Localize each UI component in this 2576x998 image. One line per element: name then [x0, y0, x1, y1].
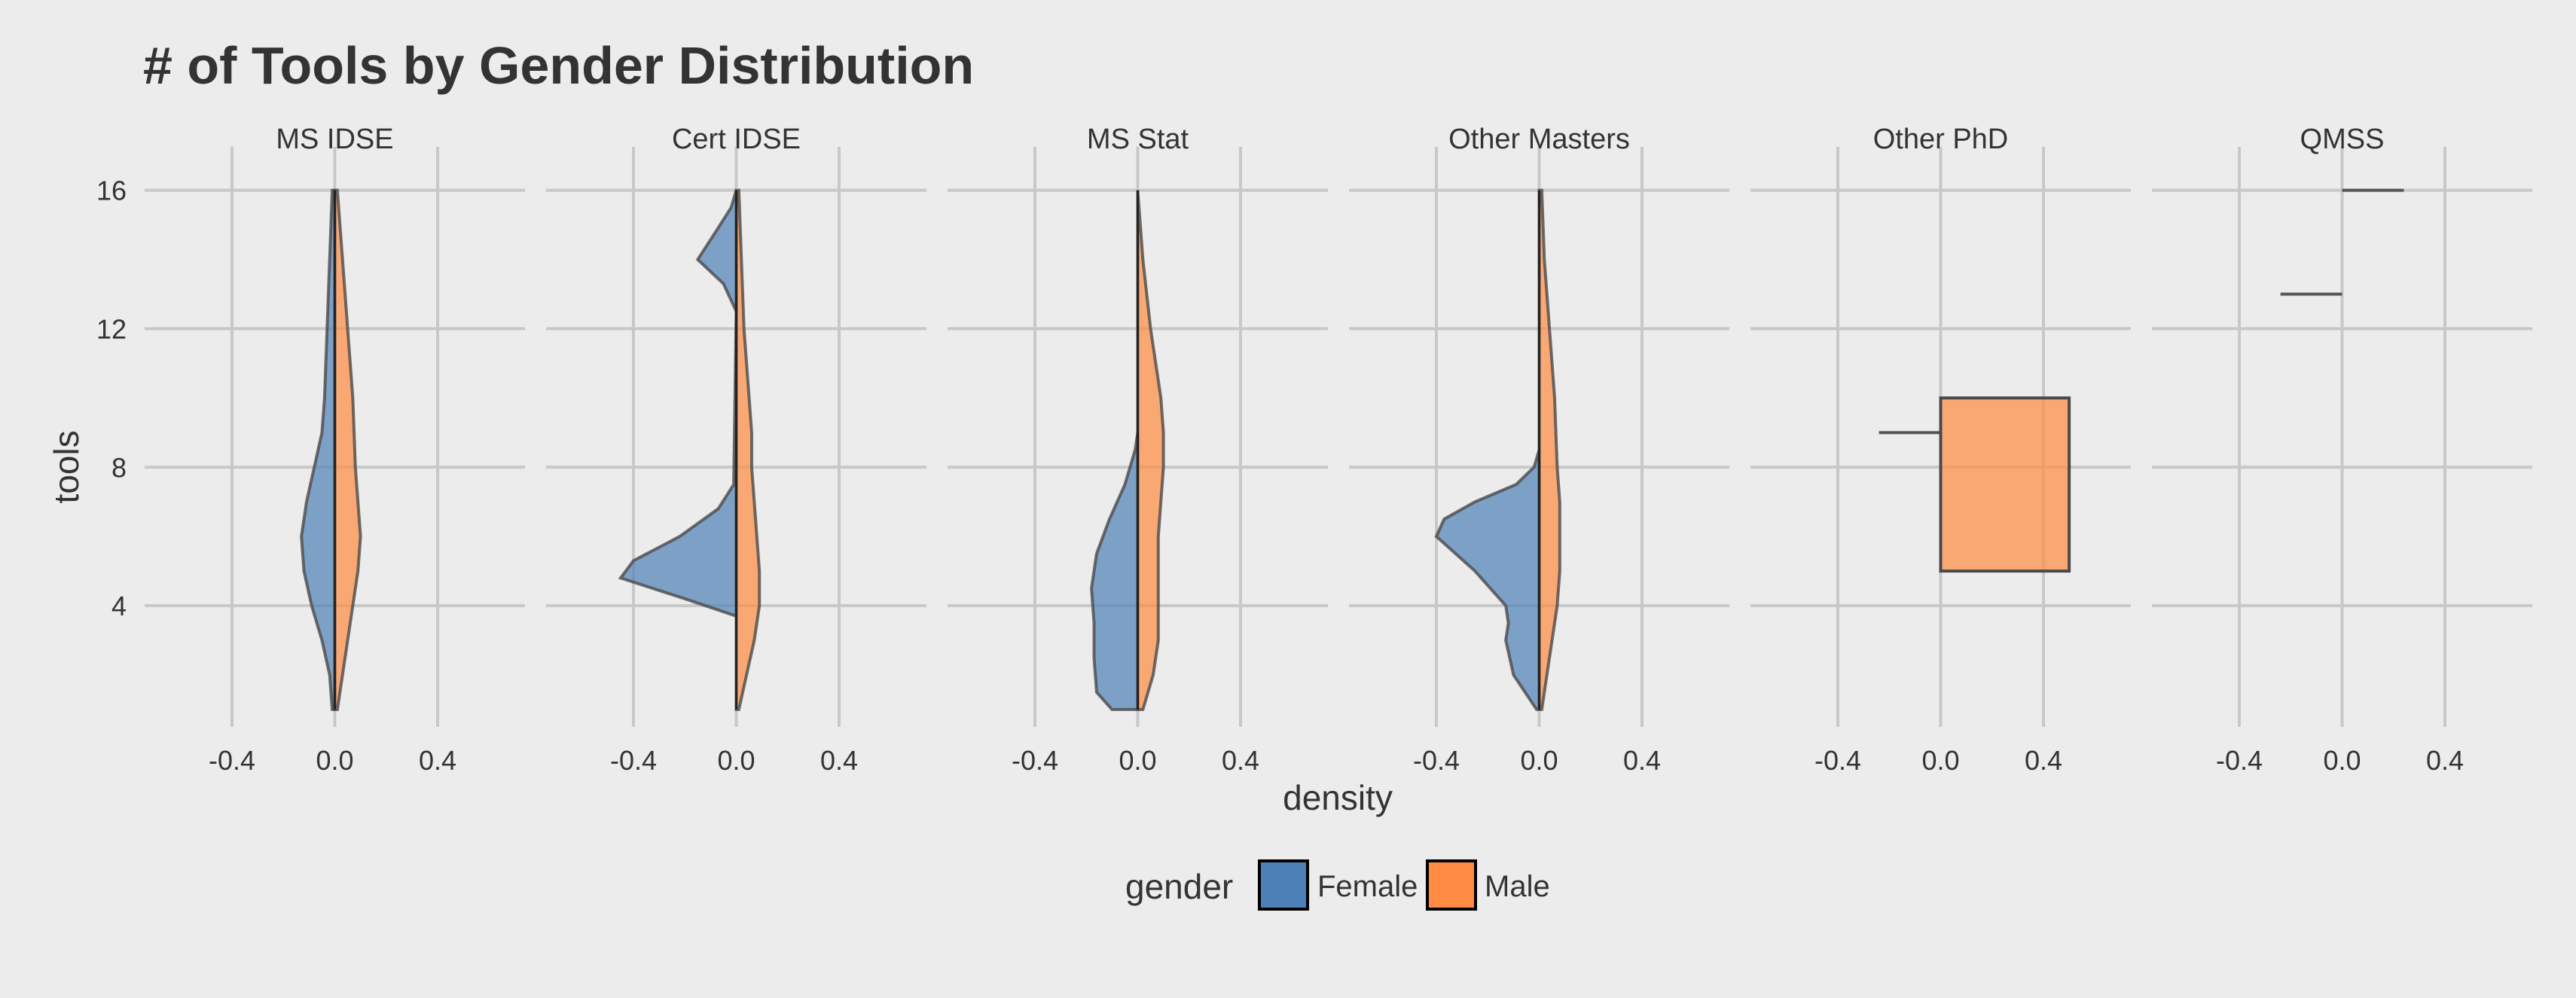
y-tick-label: 12	[96, 313, 127, 344]
x-tick-label: 0.4	[2025, 745, 2062, 776]
strip-label: Other Masters	[1448, 124, 1630, 155]
x-axis-title: density	[1283, 778, 1393, 817]
x-tick-label: 0.0	[1921, 745, 1959, 776]
chart-title: # of Tools by Gender Distribution	[143, 36, 974, 95]
x-tick-label: 0.4	[1222, 745, 1259, 776]
legend-title: gender	[1125, 867, 1233, 906]
violin-male	[1537, 188, 1561, 712]
violin-female	[1434, 449, 1541, 712]
x-tick-label: 0.4	[419, 745, 456, 776]
x-tick-label: 0.4	[820, 745, 858, 776]
x-tick-label: 0.0	[316, 745, 353, 776]
violin-male	[1136, 190, 1165, 712]
x-tick-label: 0.0	[1520, 745, 1558, 776]
y-axis-title: tools	[47, 430, 86, 503]
y-tick-label: 16	[96, 175, 127, 206]
panel-qmss: QMSS -0.4 0.0 0.4	[2152, 124, 2532, 776]
panel-other-masters: Other Masters -0.4 0.0 0.4	[1349, 124, 1729, 776]
panel-ms-idse: MS IDSE -0.4 0.0 0.4	[145, 124, 525, 776]
x-tick-label: -0.4	[209, 745, 255, 776]
y-tick-label: 8	[111, 452, 127, 483]
x-tick-label: -0.4	[1012, 745, 1058, 776]
violin-female	[300, 188, 337, 712]
x-tick-label: -0.4	[1814, 745, 1861, 776]
legend: gender Female Male	[1125, 859, 1550, 911]
x-tick-label: -0.4	[610, 745, 657, 776]
x-tick-label: 0.0	[717, 745, 755, 776]
strip-label: MS Stat	[1087, 124, 1189, 155]
violin-male	[734, 188, 762, 712]
x-tick-label: 0.0	[1119, 745, 1156, 776]
y-tick-label: 4	[111, 591, 127, 621]
x-tick-label: 0.4	[2426, 745, 2464, 776]
x-tick-label: 0.0	[2323, 745, 2361, 776]
panel-ms-stat: MS Stat -0.4 0.0 0.4	[948, 124, 1328, 776]
strip-label: MS IDSE	[276, 124, 393, 155]
strip-label: QMSS	[2300, 124, 2385, 155]
legend-label-male: Male	[1485, 870, 1550, 903]
violin-female	[618, 190, 738, 618]
violin-female	[1090, 432, 1140, 712]
panel-other-phd: Other PhD -0.4 0.0 0.4	[1750, 124, 2131, 776]
strip-label: Cert IDSE	[672, 124, 801, 155]
x-tick-label: 0.4	[1623, 745, 1661, 776]
legend-label-female: Female	[1317, 870, 1418, 903]
violin-male-rect	[1939, 396, 2071, 573]
x-tick-label: -0.4	[2216, 745, 2263, 776]
x-tick-label: -0.4	[1413, 745, 1460, 776]
legend-swatch-male	[1426, 859, 1477, 911]
strip-label: Other PhD	[1873, 124, 2009, 155]
violin-male	[333, 188, 362, 712]
panel-cert-idse: Cert IDSE -0.4 0.0 0.4	[546, 124, 926, 776]
legend-swatch-female	[1258, 859, 1309, 911]
